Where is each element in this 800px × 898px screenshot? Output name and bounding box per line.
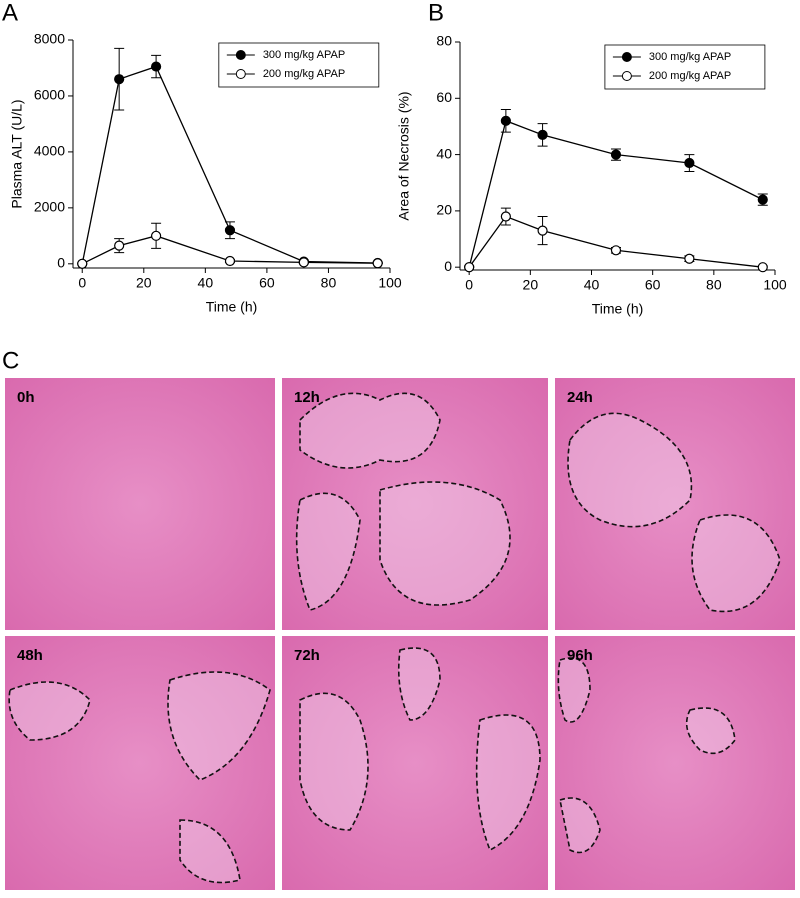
- y-tick-label: 6000: [34, 87, 65, 103]
- x-tick-label: 100: [763, 277, 787, 293]
- series-line: [468, 215, 763, 268]
- marker: [114, 240, 125, 251]
- x-tick-label: 100: [378, 275, 402, 291]
- x-tick-label: 0: [78, 275, 86, 291]
- panel-label: C: [2, 347, 19, 374]
- necrosis-outline: [557, 657, 736, 854]
- histology-image: [5, 378, 275, 630]
- x-tick-label: 80: [321, 275, 337, 291]
- marker: [610, 245, 622, 256]
- necrosis-outline: [8, 671, 271, 884]
- legend-marker: [235, 69, 246, 79]
- marker: [114, 74, 125, 85]
- legend-marker: [621, 52, 632, 62]
- x-tick-label: 20: [136, 275, 152, 291]
- image-label: 12h: [294, 389, 320, 406]
- y-tick-label: 0: [444, 258, 452, 274]
- x-tick-label: 60: [259, 275, 275, 291]
- y-axis-label: Plasma ALT (U/L): [9, 99, 25, 208]
- legend-box: [604, 44, 766, 90]
- x-axis-label: Time (h): [206, 299, 258, 315]
- panel-label: A: [2, 0, 18, 26]
- legend-label: 200 mg/kg APAP: [263, 68, 345, 80]
- marker: [464, 262, 475, 273]
- marker: [224, 225, 236, 236]
- legend-box: [218, 42, 380, 88]
- x-tick-label: 60: [645, 277, 661, 293]
- image-label: 0h: [17, 389, 35, 406]
- x-tick-label: 20: [523, 277, 539, 293]
- x-tick-label: 40: [584, 277, 600, 293]
- marker: [372, 258, 383, 269]
- marker: [610, 149, 622, 160]
- necrosis-outline: [567, 412, 781, 613]
- x-tick-label: 0: [465, 277, 473, 293]
- marker: [537, 225, 548, 236]
- y-tick-label: 2000: [34, 199, 65, 215]
- legend-label: 200 mg/kg APAP: [649, 70, 731, 82]
- marker: [500, 211, 511, 222]
- y-tick-label: 60: [436, 89, 452, 105]
- necrosis-outline: [295, 392, 511, 611]
- y-tick-label: 8000: [34, 31, 65, 47]
- y-tick-label: 4000: [34, 143, 65, 159]
- series-line: [81, 65, 378, 264]
- legend-marker: [621, 71, 632, 81]
- marker: [77, 258, 88, 269]
- necrosis-outline: [299, 647, 541, 852]
- marker: [500, 115, 511, 126]
- image-label: 48h: [17, 647, 43, 664]
- y-tick-label: 40: [436, 145, 452, 161]
- y-tick-label: 0: [57, 255, 65, 271]
- marker: [150, 230, 162, 241]
- histology-image: [555, 636, 795, 890]
- series-line: [81, 235, 378, 265]
- marker: [757, 262, 768, 273]
- image-label: 96h: [567, 647, 593, 664]
- legend-label: 300 mg/kg APAP: [263, 49, 345, 61]
- marker: [150, 61, 162, 72]
- marker: [757, 194, 768, 205]
- marker: [684, 253, 695, 264]
- marker: [298, 257, 309, 268]
- histology-grid: 0h 12h 24h 48h 72h 96h: [5, 378, 795, 890]
- marker: [537, 129, 548, 140]
- legend-marker: [235, 50, 246, 60]
- y-tick-label: 80: [436, 33, 452, 49]
- image-label: 72h: [294, 647, 320, 664]
- y-axis-label: Area of Necrosis (%): [396, 91, 412, 220]
- panel-label: B: [428, 0, 444, 26]
- x-tick-label: 80: [706, 277, 722, 293]
- y-tick-label: 20: [436, 202, 452, 218]
- x-axis-label: Time (h): [592, 301, 644, 317]
- marker: [224, 255, 236, 267]
- legend-label: 300 mg/kg APAP: [649, 51, 731, 63]
- marker: [684, 157, 695, 169]
- series-line: [468, 119, 764, 268]
- image-label: 24h: [567, 389, 593, 406]
- x-tick-label: 40: [198, 275, 214, 291]
